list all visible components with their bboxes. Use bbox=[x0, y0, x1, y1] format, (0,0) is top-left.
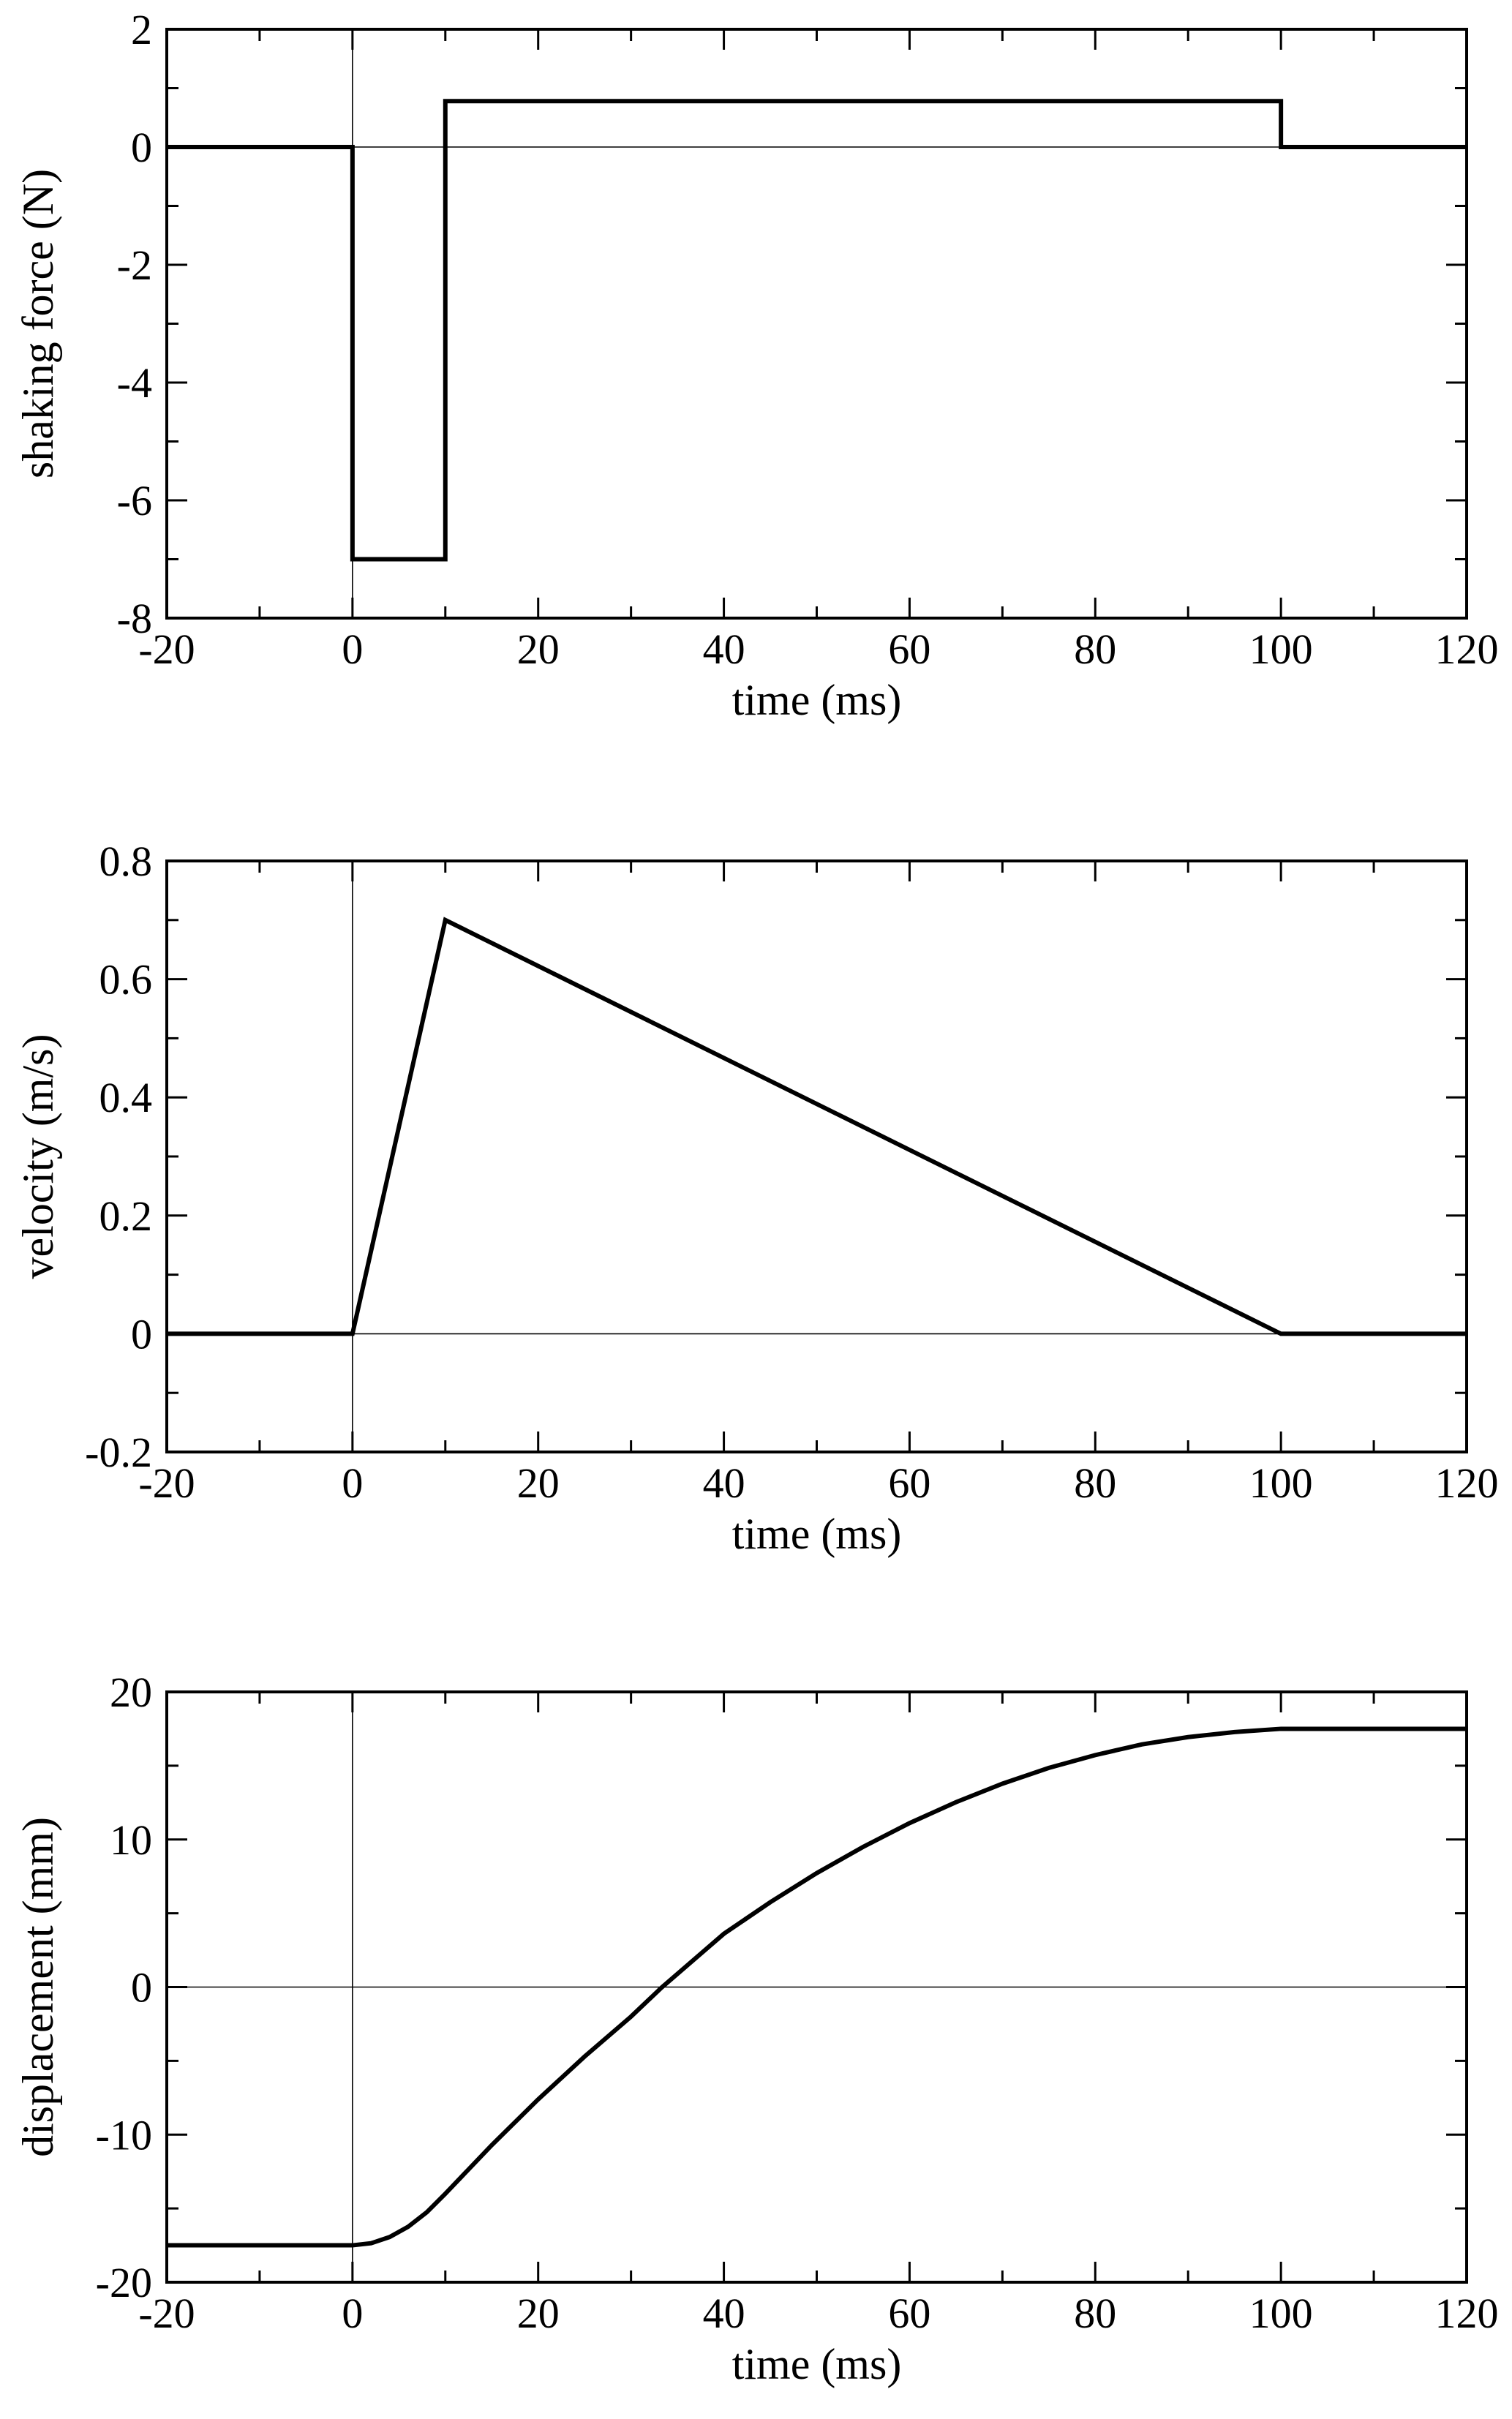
displacement-series-line bbox=[167, 1726, 1467, 2248]
y-tick-label: -10 bbox=[96, 2111, 152, 2159]
x-tick-label: 120 bbox=[1435, 2290, 1499, 2337]
x-tick-label: 60 bbox=[888, 1459, 930, 1507]
y-tick-label: -6 bbox=[117, 477, 152, 524]
x-tick-label: -20 bbox=[138, 625, 195, 673]
x-tick-label: 20 bbox=[517, 2290, 560, 2337]
x-tick-label: 120 bbox=[1435, 1459, 1499, 1507]
y-tick-label: 10 bbox=[110, 1816, 152, 1864]
y-tick-label: 0 bbox=[131, 124, 152, 171]
x-tick-label: 0 bbox=[342, 625, 363, 673]
y-tick-label: 0.6 bbox=[99, 956, 153, 1004]
x-axis-title: time (ms) bbox=[732, 2340, 902, 2388]
x-tick-label: 100 bbox=[1249, 625, 1313, 673]
x-axis-title: time (ms) bbox=[732, 676, 902, 724]
x-tick-label: -20 bbox=[138, 1459, 195, 1507]
plot-frame bbox=[165, 859, 1468, 1453]
y-tick-label: 0.4 bbox=[99, 1074, 153, 1121]
x-tick-label: 0 bbox=[342, 1459, 363, 1507]
y-tick-label: -8 bbox=[117, 595, 152, 642]
shaking-force-series-line bbox=[167, 99, 1467, 562]
x-tick-label: 80 bbox=[1074, 625, 1116, 673]
x-tick-label: 100 bbox=[1249, 2290, 1313, 2337]
x-tick-label: 100 bbox=[1249, 1459, 1313, 1507]
x-axis-title: time (ms) bbox=[732, 1510, 902, 1558]
y-axis-title: velocity (m/s) bbox=[14, 1034, 62, 1279]
x-tick-label: 60 bbox=[888, 625, 930, 673]
y-tick-label: 20 bbox=[110, 1669, 152, 1716]
y-axis-title: displacement (mm) bbox=[14, 1817, 62, 2157]
panel-velocity: -20 0 20 40 60 80 100 120 -0.2 0 0.2 0.4 0.6 0.8 time … bbox=[14, 838, 1499, 1558]
panel-displacement: -20 0 20 40 60 80 100 120 -20 -10 0 10 20 time (ms) di… bbox=[14, 1669, 1499, 2388]
y-tick-label: -0.2 bbox=[85, 1429, 152, 1476]
y-tick-label: 2 bbox=[131, 6, 152, 53]
x-tick-label: 20 bbox=[517, 625, 560, 673]
y-axis-title: shaking force (N) bbox=[14, 169, 62, 478]
y-tick-label: -4 bbox=[117, 359, 152, 407]
plot-frame bbox=[165, 1690, 1468, 2284]
x-tick-label: 40 bbox=[703, 625, 745, 673]
y-tick-label: 0 bbox=[131, 1964, 152, 2012]
x-tick-label: 40 bbox=[703, 1459, 745, 1507]
x-tick-label: 120 bbox=[1435, 625, 1499, 673]
x-tick-label: 0 bbox=[342, 2290, 363, 2337]
x-tick-label: 80 bbox=[1074, 2290, 1116, 2337]
x-tick-label: 80 bbox=[1074, 1459, 1116, 1507]
x-tick-label: -20 bbox=[138, 2290, 195, 2337]
x-tick-label: 40 bbox=[703, 2290, 745, 2337]
y-tick-label: 0 bbox=[131, 1310, 152, 1358]
y-tick-label: 0.2 bbox=[99, 1192, 153, 1240]
x-tick-label: 20 bbox=[517, 1459, 560, 1507]
plot-frame bbox=[165, 28, 1468, 620]
x-tick-label: 60 bbox=[888, 2290, 930, 2337]
velocity-series-line bbox=[167, 917, 1467, 1336]
y-tick-label: 0.8 bbox=[99, 838, 153, 885]
y-tick-label: -20 bbox=[96, 2259, 152, 2306]
y-tick-label: -2 bbox=[117, 241, 152, 289]
